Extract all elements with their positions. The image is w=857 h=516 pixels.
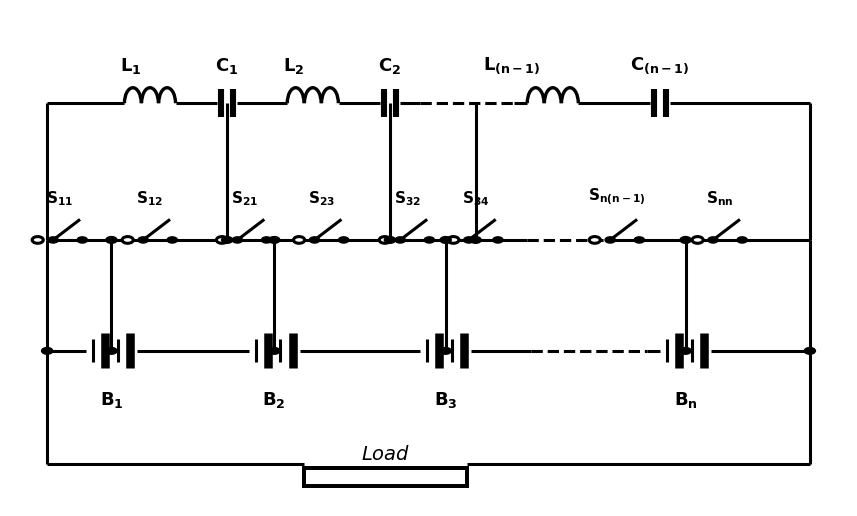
- Circle shape: [293, 236, 304, 243]
- Text: $\mathbf{S_{nn}}$: $\mathbf{S_{nn}}$: [706, 189, 734, 208]
- Text: $\mathbf{S_{n(n-1)}}$: $\mathbf{S_{n(n-1)}}$: [588, 187, 646, 208]
- Circle shape: [464, 237, 474, 243]
- Circle shape: [77, 237, 87, 243]
- Circle shape: [447, 236, 459, 243]
- Circle shape: [440, 348, 451, 354]
- Circle shape: [424, 237, 434, 243]
- Circle shape: [395, 237, 405, 243]
- Text: $\mathbf{C_{(n-1)}}$: $\mathbf{C_{(n-1)}}$: [631, 56, 689, 76]
- Circle shape: [680, 236, 691, 243]
- Text: $\mathbf{C_2}$: $\mathbf{C_2}$: [379, 56, 401, 76]
- Circle shape: [106, 236, 117, 243]
- Circle shape: [708, 237, 718, 243]
- Text: $\mathbf{L_2}$: $\mathbf{L_2}$: [283, 56, 304, 76]
- Text: $\mathbf{S_{32}}$: $\mathbf{S_{32}}$: [393, 189, 421, 208]
- Text: $\mathbf{L_{(n-1)}}$: $\mathbf{L_{(n-1)}}$: [482, 56, 540, 76]
- Circle shape: [384, 236, 395, 243]
- Circle shape: [440, 236, 451, 243]
- Circle shape: [122, 236, 133, 243]
- Circle shape: [138, 237, 148, 243]
- Circle shape: [692, 236, 703, 243]
- Circle shape: [48, 237, 58, 243]
- Text: $\mathbf{B_n}$: $\mathbf{B_n}$: [674, 390, 698, 410]
- Circle shape: [493, 237, 503, 243]
- Text: $\mathbf{C_1}$: $\mathbf{C_1}$: [215, 56, 239, 76]
- Circle shape: [33, 236, 44, 243]
- Text: $\mathbf{S_{11}}$: $\mathbf{S_{11}}$: [46, 189, 74, 208]
- Text: $\mathbf{B_1}$: $\mathbf{B_1}$: [99, 390, 123, 410]
- Text: $\mathbf{S_{23}}$: $\mathbf{S_{23}}$: [308, 189, 335, 208]
- Text: $\mathbf{S_{21}}$: $\mathbf{S_{21}}$: [231, 189, 258, 208]
- Text: $\mathbf{B_3}$: $\mathbf{B_3}$: [434, 390, 458, 410]
- Circle shape: [680, 348, 691, 354]
- Text: $\mathbf{S_{34}}$: $\mathbf{S_{34}}$: [462, 189, 489, 208]
- Circle shape: [261, 237, 272, 243]
- Text: $\it{Load}$: $\it{Load}$: [361, 445, 411, 464]
- Circle shape: [804, 348, 816, 354]
- Circle shape: [41, 348, 52, 354]
- Circle shape: [379, 236, 390, 243]
- Circle shape: [221, 236, 233, 243]
- Circle shape: [634, 237, 644, 243]
- Circle shape: [339, 237, 349, 243]
- Circle shape: [269, 236, 279, 243]
- Circle shape: [470, 236, 482, 243]
- Circle shape: [309, 237, 320, 243]
- Circle shape: [232, 237, 243, 243]
- Circle shape: [106, 348, 117, 354]
- Text: $\mathbf{L_1}$: $\mathbf{L_1}$: [120, 56, 141, 76]
- Circle shape: [167, 237, 177, 243]
- Bar: [304, 468, 467, 486]
- Text: $\mathbf{S_{12}}$: $\mathbf{S_{12}}$: [136, 189, 164, 208]
- Circle shape: [589, 236, 600, 243]
- Text: $\mathbf{B_2}$: $\mathbf{B_2}$: [262, 390, 286, 410]
- Circle shape: [269, 348, 279, 354]
- Circle shape: [605, 237, 615, 243]
- Circle shape: [216, 236, 227, 243]
- Circle shape: [737, 237, 747, 243]
